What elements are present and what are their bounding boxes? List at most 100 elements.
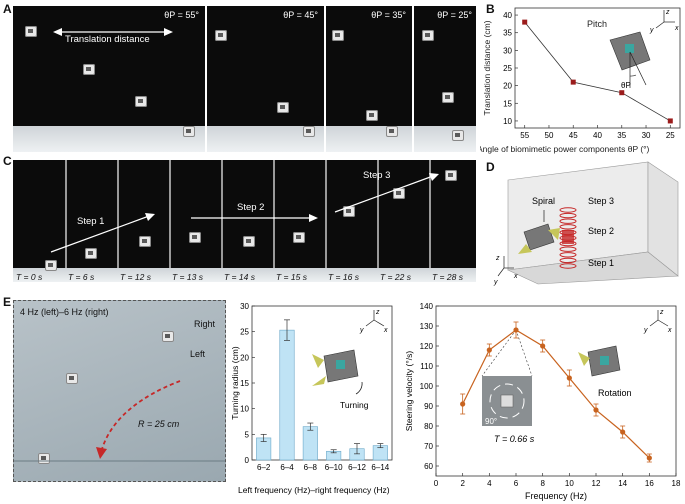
y-tick-label: 130 [420,322,434,331]
y-tick-label: 15 [503,99,512,108]
turning-photo: 4 Hz (left)–6 Hz (right) Right Left R = … [13,300,226,482]
d-step-3: Step 3 [588,196,614,206]
step-1-label: Step 1 [77,216,105,227]
theta-label-3: θP = 35° [371,10,406,20]
svg-text:y: y [643,327,648,334]
robot-image [442,92,454,103]
period-label: T = 0.66 s [494,434,535,444]
y-tick-label: 120 [420,342,434,351]
theta-label-4: θP = 25° [437,10,472,20]
bar [279,329,295,461]
svg-text:y: y [649,27,654,34]
left-label: Left [190,349,206,359]
robot-image [38,453,50,464]
photo-a3: θP = 35° [326,6,412,152]
data-point [619,90,625,96]
x-tick-label: 10 [565,479,574,488]
chart-e2-xlabel: Frequency (Hz) [525,491,587,501]
robot-image [343,206,355,217]
spiral-turn [559,212,577,219]
chart-e2-series-line [462,329,650,459]
time-label: T = 14 s [224,272,255,282]
theta-p-label: θP [621,81,631,90]
photo-a1: θP = 55° Translation distance [13,6,205,152]
chart-b-series-line [524,21,671,122]
x-tick-label: 8 [540,479,545,488]
translation-label: Translation distance [65,34,150,45]
translation-distance-chart: 55 50 45 40 35 30 25 10 15 20 25 30 35 40 Pitch θP z … [480,7,681,154]
spiral-turn [559,218,577,224]
data-point [566,375,572,381]
step-2-label: Step 2 [237,202,265,213]
x-tick-label: 14 [618,479,627,488]
robot-image [277,102,289,113]
data-point [570,79,576,85]
svg-text:z: z [659,309,664,316]
y-tick-label: 80 [424,422,433,431]
time-label: T = 13 s [172,272,203,282]
robot-image [135,96,147,107]
robot-image [332,30,344,41]
y-tick-label: 30 [240,302,249,311]
spiral-turn [559,257,577,264]
chart-b-xlabel: Angle of biomimetic power components θP … [480,144,650,154]
x-tick-label: 30 [642,131,651,140]
y-tick-label: 25 [503,64,512,73]
robot-image [366,110,378,121]
spiral-turn [559,207,577,213]
chart-e2-frame [435,305,677,477]
panel-c-letter: C [3,154,12,168]
robot-image [162,331,174,342]
time-label: T = 12 s [120,272,151,282]
spiral-turn [559,224,577,230]
inset-guide [515,329,533,377]
turning-robot-inset: Turning [312,349,369,410]
robot-image [45,260,57,271]
rotation-robot-inset: Rotation [578,345,632,398]
pitch-label: Pitch [587,19,607,29]
axes-triad-e2: z y x [643,309,672,334]
svg-text:x: x [383,327,388,334]
time-label: T = 15 s [276,272,307,282]
y-tick-label: 20 [503,82,512,91]
y-tick-label: 40 [503,11,512,20]
y-tick-label: 15 [240,379,249,388]
svg-text:y: y [493,279,498,286]
step-arrows [50,173,439,253]
x-tick-label: 12 [592,479,601,488]
y-tick-label: 35 [503,29,512,38]
robot-image [25,26,37,37]
time-label: T = 16 s [328,272,359,282]
x-tick-label: 4 [487,479,492,488]
photo-a2: θP = 45° [207,6,324,152]
panel-b-letter: B [486,2,495,16]
y-tick-label: 5 [245,430,250,439]
x-tick-label: 6–10 [325,463,343,472]
photo-a4: θP = 25° [414,6,476,152]
y-tick-label: 10 [240,405,249,414]
svg-text:x: x [667,327,672,334]
svg-text:z: z [375,309,380,316]
svg-text:x: x [674,25,679,32]
x-tick-label: 50 [545,131,554,140]
steering-velocity-chart: 0 2 4 6 8 10 12 14 16 18 60 70 80 90 100 110 120 130 140 9… [404,302,681,501]
time-label: T = 22 s [380,272,411,282]
svg-text:y: y [359,327,364,334]
data-point [646,455,652,461]
theta-label-2: θP = 45° [283,10,318,20]
inset-angle-label: 90° [485,417,497,426]
photo-c-sequence: Step 1 Step 2 Step 3 [13,160,476,282]
x-tick-label: 35 [617,131,626,140]
time-label: T = 6 s [68,272,95,282]
time-label: T = 28 s [432,272,463,282]
robot-d-image [518,223,560,254]
d-step-2: Step 2 [588,226,614,236]
robot-image [445,170,457,181]
data-point [522,19,528,25]
robot-image [243,236,255,247]
x-tick-label: 6–2 [257,463,271,472]
step-3-label: Step 3 [363,170,391,181]
pitch-robot-inset: θP [609,31,651,90]
robot-image [386,126,398,137]
data-point [460,401,466,407]
